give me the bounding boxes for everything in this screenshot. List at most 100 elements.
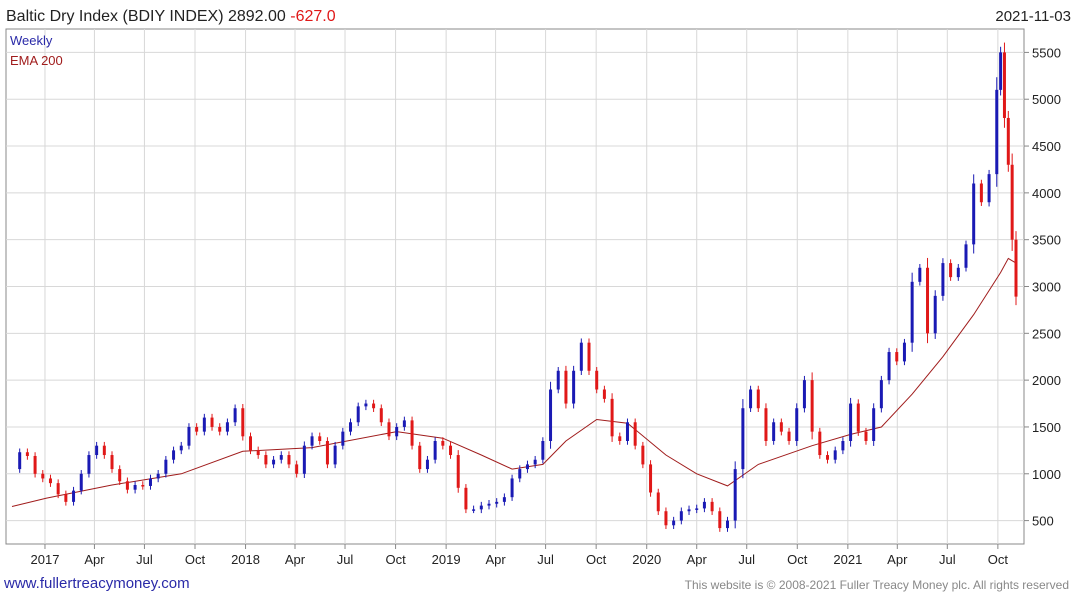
candle-up [472, 509, 476, 511]
x-tick-label: 2017 [31, 552, 60, 567]
candle-down [41, 473, 45, 479]
y-tick-label: 1000 [1032, 467, 1061, 482]
candle-down [387, 422, 391, 437]
candle-down [633, 422, 637, 446]
legend-weekly: Weekly [10, 33, 53, 48]
candle-down [779, 422, 783, 432]
candle-up [164, 459, 168, 474]
candle-down [418, 445, 422, 470]
candle-down [118, 469, 122, 482]
candle-down [287, 455, 291, 465]
candle-up [995, 89, 999, 175]
candle-up [179, 445, 183, 451]
candle-down [949, 263, 953, 278]
candle-down [656, 492, 660, 512]
candle-down [641, 445, 645, 465]
y-tick-label: 4500 [1032, 139, 1061, 154]
candle-down [818, 431, 822, 456]
candle-down [25, 452, 29, 456]
x-tick-label: Apr [687, 552, 708, 567]
candle-up [972, 183, 976, 245]
y-tick-label: 5000 [1032, 92, 1061, 107]
candle-up [833, 450, 837, 460]
candle-down [618, 436, 622, 441]
candle-down [649, 464, 653, 493]
candle-down [810, 380, 814, 432]
candle-up [302, 445, 306, 474]
candle-down [895, 352, 899, 362]
candle-up [725, 520, 729, 529]
candle-up [272, 459, 276, 465]
candle-down [218, 426, 222, 432]
candle-down [587, 342, 591, 371]
candle-down [1014, 239, 1018, 297]
x-tick-label: Oct [385, 552, 406, 567]
candle-up [902, 342, 906, 362]
candle-down [256, 450, 260, 456]
candle-up [172, 450, 176, 460]
candle-up [187, 426, 191, 446]
candle-down [56, 483, 60, 495]
candle-down [595, 370, 599, 390]
candle-down [318, 436, 322, 441]
x-tick-label: Jul [939, 552, 956, 567]
x-tick-label: Apr [84, 552, 105, 567]
candle-up [72, 490, 76, 502]
chart-title-main: Baltic Dry Index (BDIY INDEX) 2892.00 [6, 8, 286, 25]
candle-up [510, 478, 514, 498]
candle-up [964, 244, 968, 268]
candle-up [841, 441, 845, 451]
candle-up [518, 469, 522, 479]
candle-down [456, 455, 460, 488]
candle-up [18, 452, 22, 470]
candle-up [341, 431, 345, 446]
candle-up [395, 426, 399, 437]
candle-up [887, 352, 891, 381]
legend: Weekly EMA 200 [10, 33, 63, 68]
candle-down [1002, 52, 1006, 118]
candle-up [733, 469, 737, 521]
candle-down [464, 487, 468, 510]
x-tick-label: Oct [988, 552, 1009, 567]
candle-up [741, 408, 745, 470]
chart-title: Baltic Dry Index (BDIY INDEX) 2892.00 -6… [6, 8, 336, 25]
x-tick-label: 2020 [632, 552, 661, 567]
candle-down [210, 417, 214, 427]
candle-up [695, 508, 699, 510]
candle-up [849, 403, 853, 441]
x-tick-label: Apr [485, 552, 506, 567]
candle-down [1010, 164, 1014, 240]
candle-down [372, 403, 376, 409]
candle-down [141, 485, 145, 487]
x-tick-label: Oct [787, 552, 808, 567]
x-tick-label: Jul [537, 552, 554, 567]
candle-up [525, 464, 529, 470]
candle-down [441, 441, 445, 446]
candle-up [625, 422, 629, 441]
candle-down [248, 436, 252, 451]
candle-up [502, 497, 506, 502]
candle-up [772, 422, 776, 441]
candle-down [264, 455, 268, 465]
candle-up [802, 380, 806, 409]
candle-down [64, 494, 68, 502]
candle-down [325, 441, 329, 465]
footer-website-link[interactable]: www.fullertreacymoney.com [4, 575, 190, 592]
candle-up [872, 408, 876, 441]
candle-up [533, 459, 537, 465]
candle-up [549, 389, 553, 441]
candle-up [402, 420, 406, 427]
candle-up [956, 267, 960, 278]
chart-date: 2021-11-03 [995, 8, 1071, 25]
candle-up [133, 485, 137, 490]
candle-up [749, 389, 753, 409]
candle-down [718, 511, 722, 529]
candle-up [233, 408, 237, 423]
candle-down [195, 426, 199, 432]
candle-down [379, 408, 383, 423]
candle-up [541, 441, 545, 460]
candle-down [826, 455, 830, 460]
candle-up [79, 473, 83, 491]
candle-up [556, 370, 560, 390]
